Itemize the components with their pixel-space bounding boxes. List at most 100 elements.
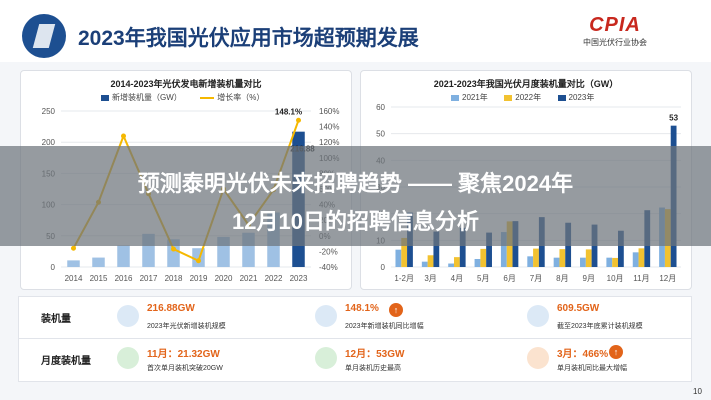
data-label: 53	[669, 114, 678, 123]
bar	[606, 257, 613, 267]
y-tick-label: 0	[51, 263, 56, 272]
bar	[92, 257, 105, 267]
growth-chart-icon	[527, 347, 549, 369]
kpi-value: 11月：21.32GW	[147, 349, 220, 360]
legend-label: 2022年	[515, 93, 542, 102]
kpi-desc: 2023年新增装机同比增幅	[345, 323, 424, 330]
x-tick-label: 1-2月	[394, 274, 414, 283]
overlay-title-line1: 预测泰明光伏未来招聘趋势 —— 聚焦2024年	[137, 171, 574, 196]
legend-swatch	[504, 94, 513, 101]
up-arrow-icon: ↑	[609, 345, 623, 359]
kpi-value: 609.5GW	[557, 303, 600, 314]
bar	[638, 248, 645, 267]
legend-label: 2023年	[568, 93, 595, 102]
y2-tick-label: -40%	[319, 263, 338, 272]
bar	[117, 245, 130, 267]
page-number: 10	[693, 387, 702, 396]
x-tick-label: 2016	[115, 274, 133, 283]
x-tick-label: 5月	[477, 274, 489, 283]
y-tick-label: 60	[376, 103, 385, 112]
solar-panel-icon	[527, 305, 549, 327]
cpia-logo: CPIA 中国光伏行业协会	[580, 14, 650, 54]
bar	[553, 257, 560, 267]
legend-label: 新增装机量（GW）	[112, 93, 182, 102]
y2-tick-label: -20%	[319, 247, 338, 256]
x-tick-label: 8月	[556, 274, 568, 283]
kpi-desc: 单月装机历史最高	[345, 365, 401, 372]
growth-point	[171, 246, 176, 252]
kpi-value: 12月：53GW	[345, 349, 405, 360]
kpi-desc: 单月装机同比最大增幅	[557, 365, 627, 372]
y-tick-label: 0	[381, 263, 386, 272]
logo-icon	[22, 14, 66, 58]
bar	[474, 259, 481, 267]
bar	[459, 227, 466, 267]
bar	[500, 232, 507, 267]
growth-point	[296, 117, 301, 123]
x-tick-label: 7月	[530, 274, 542, 283]
y2-tick-label: 140%	[319, 123, 339, 132]
growth-point	[196, 258, 201, 264]
kpi-desc: 截至2023年底累计装机规模	[557, 323, 643, 330]
kpi-row-label: 装机量	[41, 314, 71, 325]
bar	[527, 256, 534, 267]
data-label: 148.1%	[275, 107, 302, 116]
legend-label: 2021年	[462, 93, 488, 102]
kpi-desc: 2023年光伏新增装机规模	[147, 323, 226, 330]
growth-point	[71, 245, 76, 251]
legend-swatch	[451, 94, 459, 101]
kpi-row-label: 月度装机量	[41, 356, 91, 367]
monthly-chart-legend: 2021年 2022年 2023年	[451, 92, 594, 103]
x-tick-label: 9月	[583, 274, 595, 283]
x-tick-label: 2022	[265, 274, 283, 283]
x-tick-label: 6月	[503, 274, 515, 283]
y-tick-label: 50	[376, 130, 385, 139]
bar	[427, 255, 434, 267]
slide-header: 2023年我国光伏应用市场超预期发展 CPIA 中国光伏行业协会	[0, 0, 711, 62]
bar	[401, 237, 408, 267]
bar	[480, 248, 487, 267]
bar	[617, 230, 624, 267]
y2-tick-label: 120%	[319, 138, 339, 147]
kpi-value: 3月：466%	[557, 349, 609, 360]
y2-tick-label: 160%	[319, 107, 339, 116]
bar	[612, 257, 618, 267]
up-arrow-icon: ↑	[389, 303, 403, 317]
legend-label: 增长率（%）	[217, 93, 265, 102]
bar	[486, 232, 492, 267]
growth-point	[121, 133, 126, 139]
x-tick-label: 2020	[215, 274, 233, 283]
overlay-title-line2: 12月10日的招聘信息分析	[232, 209, 479, 234]
legend-swatch	[557, 94, 566, 101]
bar	[433, 231, 440, 267]
x-tick-label: 2014	[65, 274, 83, 283]
cpia-logo-mark: CPIA	[589, 14, 641, 36]
kpi-value: 216.88GW	[147, 303, 195, 314]
bar	[448, 263, 455, 267]
bar	[585, 249, 592, 267]
bar	[632, 252, 639, 267]
globe-icon	[117, 347, 139, 369]
solar-panel-icon	[315, 305, 337, 327]
bar	[395, 249, 402, 267]
bar	[454, 257, 460, 267]
x-tick-label: 12月	[659, 274, 676, 283]
kpi-row-monthly: 月度装机量 11月：21.32GW 首次单月装机突破20GW 12月：53GW …	[18, 338, 692, 382]
x-tick-label: 4月	[451, 274, 463, 283]
bar	[580, 257, 586, 267]
x-tick-label: 3月	[424, 274, 436, 283]
bar	[67, 260, 80, 267]
y-tick-label: 250	[42, 107, 56, 116]
cpia-logo-sub: 中国光伏行业协会	[583, 38, 647, 47]
annual-chart-legend: 新增装机量（GW） 增长率（%）	[101, 92, 264, 103]
kpi-value: 148.1%	[345, 303, 379, 314]
y-tick-label: 200	[42, 138, 56, 147]
annual-chart-title: 2014-2023年光伏发电新增装机量对比	[110, 79, 262, 89]
kpi-desc: 首次单月装机突破20GW	[147, 365, 223, 372]
bar	[167, 239, 180, 267]
globe-icon	[315, 347, 337, 369]
legend-swatch	[101, 94, 109, 101]
x-tick-label: 2021	[240, 274, 258, 283]
monthly-chart-title: 2021-2023年我国光伏月度装机量对比（GW）	[433, 79, 619, 89]
